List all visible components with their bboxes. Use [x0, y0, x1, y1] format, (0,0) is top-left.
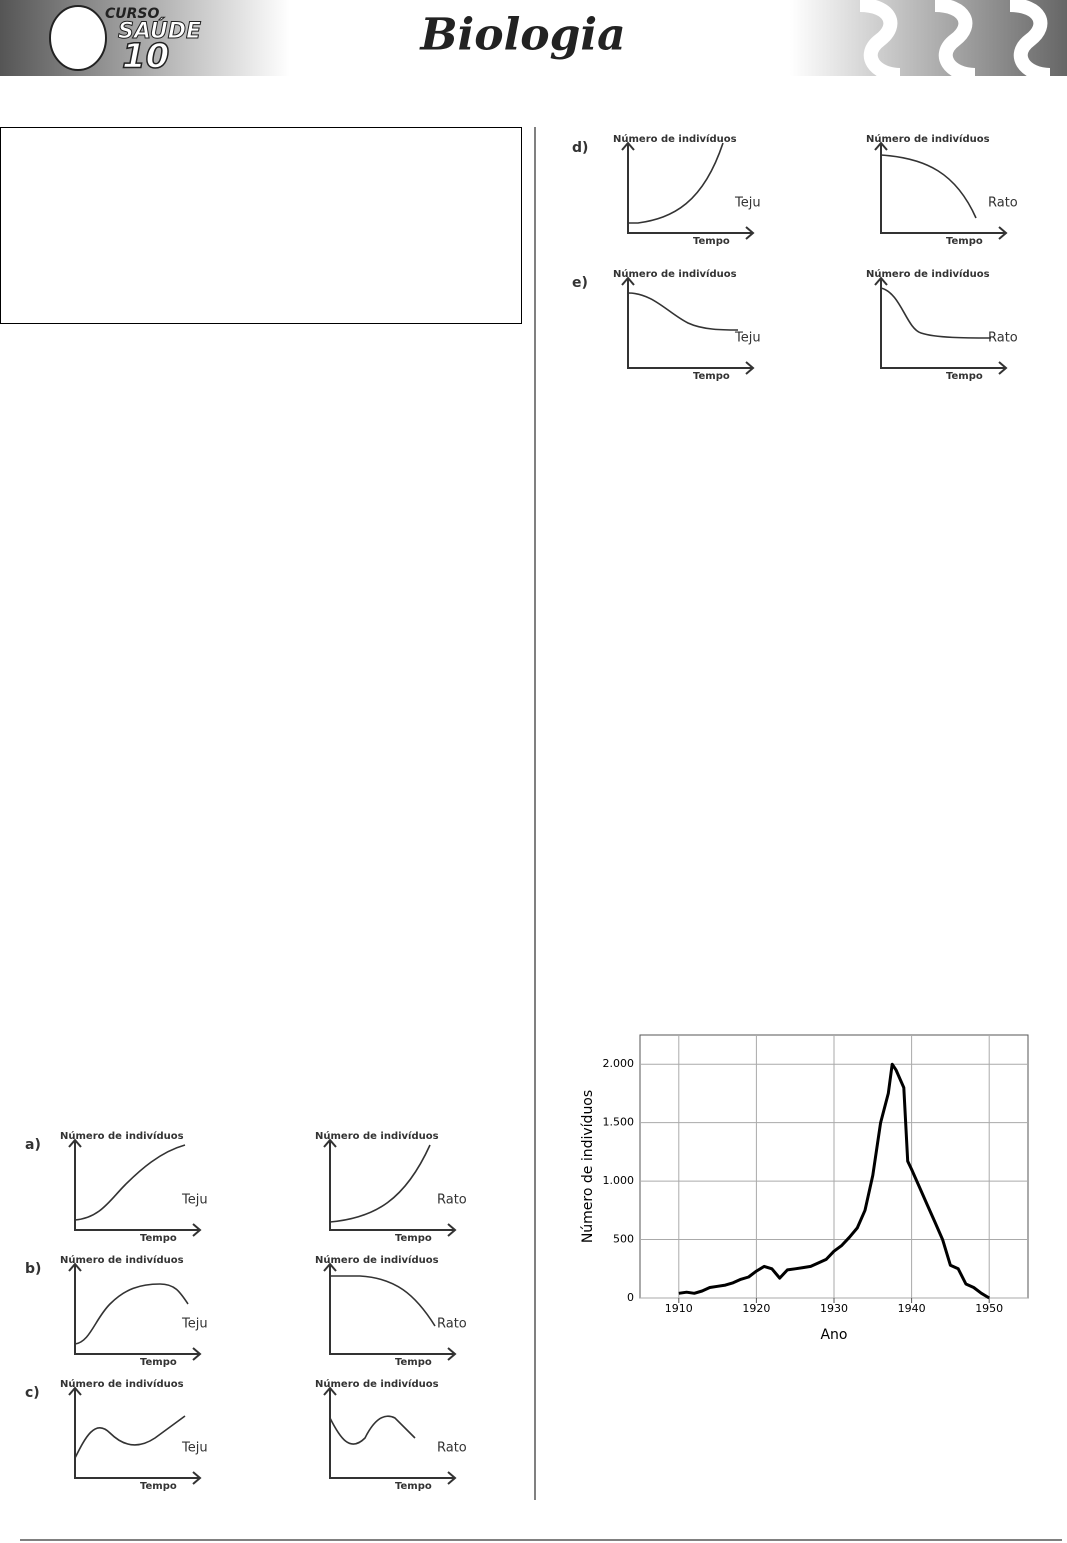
- graph-x-label: Tempo: [395, 1481, 432, 1492]
- sketch-graph: Número de indivíduos Tempo Teju: [613, 133, 761, 247]
- graph-curve: [330, 1275, 436, 1327]
- graph-y-label: Número de indivíduos: [60, 1130, 184, 1142]
- logo-text: SAÚDE: [118, 18, 201, 44]
- header-band-left: [0, 0, 290, 76]
- graph-species: Teju: [181, 1317, 208, 1332]
- sketch-graph: Número de indivíduos Tempo Rato: [315, 1378, 467, 1492]
- sketch-graph: Número de indivíduos Tempo Teju: [613, 268, 761, 382]
- graph-y-label: Número de indivíduos: [315, 1130, 439, 1142]
- graph-species: Rato: [437, 1193, 467, 1208]
- sketch-graph: Número de indivíduos Tempo Rato: [866, 268, 1018, 382]
- x-tick-label: 1930: [820, 1302, 848, 1315]
- graph-x-label: Tempo: [946, 371, 983, 382]
- graph-axes: [68, 1138, 202, 1237]
- x-tick-label: 1910: [665, 1302, 693, 1315]
- graph-x-label: Tempo: [693, 371, 730, 382]
- sketch-graph: Número de indivíduos Tempo Teju: [60, 1254, 208, 1368]
- y-tick-label: 1.500: [603, 1116, 635, 1129]
- y-tick-label: 500: [613, 1233, 634, 1246]
- sketch-graph: Número de indivíduos Tempo Teju: [60, 1378, 208, 1492]
- graph-y-label: Número de indivíduos: [866, 268, 990, 280]
- graph-curve: [627, 292, 739, 331]
- graph-y-label: Número de indivíduos: [866, 133, 990, 145]
- text-box: [0, 127, 522, 324]
- graph-y-label: Número de indivíduos: [315, 1378, 439, 1390]
- graph-species: Teju: [734, 331, 761, 346]
- x-tick-label: 1950: [975, 1302, 1003, 1315]
- graph-axes: [621, 141, 755, 240]
- graph-axes: [323, 1386, 457, 1485]
- option-letter: d): [572, 140, 588, 156]
- graph-y-label: Número de indivíduos: [315, 1254, 439, 1266]
- graph-curve: [74, 1415, 186, 1459]
- graph-y-label: Número de indivíduos: [60, 1254, 184, 1266]
- y-tick-label: 1.000: [603, 1174, 635, 1187]
- graph-axes: [874, 141, 1008, 240]
- graph-x-label: Tempo: [395, 1357, 432, 1368]
- graph-x-label: Tempo: [946, 236, 983, 247]
- graph-y-label: Número de indivíduos: [613, 133, 737, 145]
- graph-curve: [74, 1283, 189, 1345]
- graph-curve: [329, 1144, 431, 1223]
- data-line: [678, 1062, 990, 1300]
- graph-curve: [880, 154, 977, 219]
- graph-x-label: Tempo: [395, 1233, 432, 1244]
- graph-species: Rato: [437, 1441, 467, 1456]
- option-letter: b): [25, 1261, 41, 1277]
- graph-curve: [628, 142, 724, 224]
- y-tick-label: 2.000: [603, 1057, 635, 1070]
- graph-species: Teju: [734, 196, 761, 211]
- graph-species: Rato: [437, 1317, 467, 1332]
- graph-curve: [329, 1415, 416, 1445]
- y-axis-label: Número de indivíduos: [580, 1090, 596, 1243]
- graph-species: Teju: [181, 1193, 208, 1208]
- graph-x-label: Tempo: [693, 236, 730, 247]
- sketch-graph: Número de indivíduos Tempo Teju: [60, 1130, 208, 1244]
- option-letter: c): [25, 1385, 40, 1401]
- option-letter: e): [572, 275, 588, 291]
- logo-text: 10: [122, 37, 169, 77]
- sketch-graph: Número de indivíduos Tempo Rato: [866, 133, 1018, 247]
- graph-species: Rato: [988, 196, 1018, 211]
- x-tick-label: 1940: [898, 1302, 926, 1315]
- x-axis-label: Ano: [820, 1327, 847, 1343]
- y-tick-label: 0: [627, 1291, 634, 1304]
- logo-tooth: [49, 5, 107, 71]
- header-decoration: [859, 0, 1051, 82]
- graph-axes: [68, 1386, 202, 1485]
- graph-species: Teju: [181, 1441, 208, 1456]
- graph-axes: [68, 1262, 202, 1361]
- x-tick-label: 1920: [742, 1302, 770, 1315]
- graph-axes: [323, 1138, 457, 1237]
- graph-axes: [621, 276, 755, 375]
- page-title: Biologia: [418, 10, 625, 61]
- sketch-graph: Número de indivíduos Tempo Rato: [315, 1254, 467, 1368]
- graph-y-label: Número de indivíduos: [60, 1378, 184, 1390]
- sketch-graph: Número de indivíduos Tempo Rato: [315, 1130, 467, 1244]
- graph-x-label: Tempo: [140, 1233, 177, 1244]
- option-letter: a): [25, 1137, 41, 1153]
- graph-y-label: Número de indivíduos: [613, 268, 737, 280]
- graph-curve: [74, 1144, 186, 1221]
- graph-x-label: Tempo: [140, 1357, 177, 1368]
- logo-text: CURSO: [105, 6, 160, 22]
- graph-x-label: Tempo: [140, 1481, 177, 1492]
- graph-axes: [874, 276, 1008, 375]
- graph-species: Rato: [988, 331, 1018, 346]
- graph-curve: [880, 287, 992, 339]
- graph-axes: [323, 1262, 457, 1361]
